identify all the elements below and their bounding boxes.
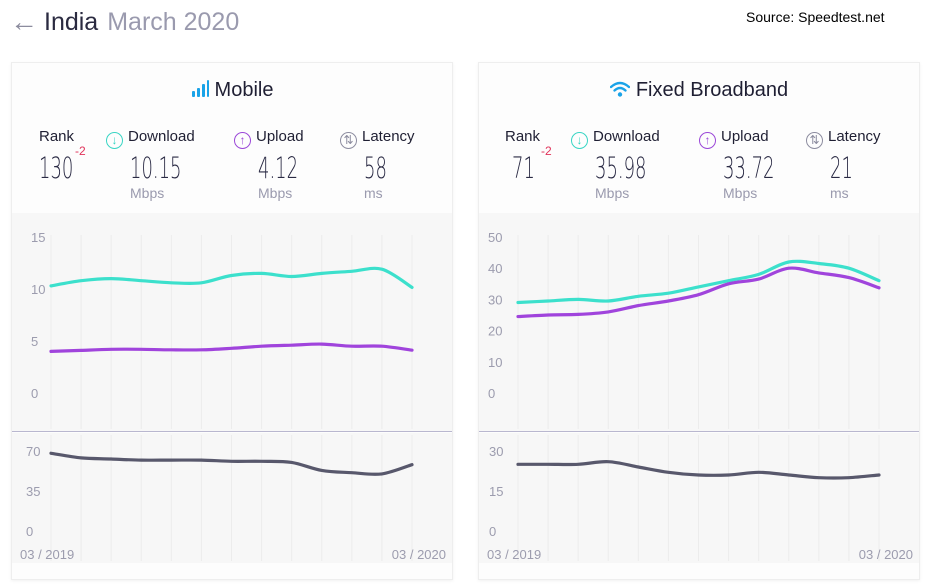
latency-value: 21 bbox=[830, 151, 853, 185]
rank-value: 130 bbox=[39, 151, 74, 185]
download-arrow-icon: ↓ bbox=[571, 132, 588, 149]
y-tick-label: 10 bbox=[488, 355, 502, 370]
y-tick-label: 5 bbox=[31, 334, 38, 349]
x-tick-label-start: 03 / 2019 bbox=[20, 547, 74, 562]
page-header: ← India March 2020 bbox=[10, 4, 239, 40]
chart-divider bbox=[12, 431, 452, 432]
rank-value: 71 bbox=[512, 151, 535, 185]
fixed-broadband-panel: Fixed Broadband Rank 71 -2 ↓ Download 35.… bbox=[478, 62, 920, 580]
download-unit: Mbps bbox=[595, 185, 630, 201]
panel-title: Fixed Broadband bbox=[479, 79, 919, 104]
latency-unit: ms bbox=[830, 185, 849, 201]
y-tick-label: 10 bbox=[31, 282, 45, 297]
latency-icon: ⇅ bbox=[806, 132, 823, 149]
fixed-charts: 0 10 20 30 40 50 0 15 30 03 / 2019 03 / 2020 bbox=[487, 230, 913, 562]
download-label: ↓ Download bbox=[106, 128, 195, 149]
y-tick-label: 0 bbox=[488, 386, 495, 401]
x-tick-label-end: 03 / 2020 bbox=[392, 547, 446, 562]
upload-unit: Mbps bbox=[258, 185, 293, 201]
y-tick-label: 20 bbox=[488, 324, 502, 339]
arrow-left-icon[interactable]: ← bbox=[10, 6, 38, 37]
y-tick-label: 0 bbox=[31, 386, 38, 401]
download-unit: Mbps bbox=[130, 185, 165, 201]
y-tick-label: 0 bbox=[26, 524, 33, 539]
mobile-panel: Mobile Rank 130 -2 ↓ Download 10.15 Mbps … bbox=[11, 62, 453, 580]
upload-value: 4.12 bbox=[258, 151, 299, 185]
signal-bars-icon bbox=[191, 80, 209, 104]
y-tick-label: 35 bbox=[26, 484, 40, 499]
upload-arrow-icon: ↑ bbox=[699, 132, 716, 149]
download-value: 35.98 bbox=[595, 151, 647, 185]
latency-unit: ms bbox=[364, 185, 383, 201]
chart-divider bbox=[479, 431, 919, 432]
rank-change: -2 bbox=[541, 144, 552, 158]
latency-value: 58 bbox=[364, 151, 387, 185]
y-tick-label: 30 bbox=[488, 292, 502, 307]
upload-label: ↑ Upload bbox=[234, 128, 304, 149]
y-tick-label: 30 bbox=[489, 444, 503, 459]
panel-title: Mobile bbox=[12, 79, 452, 104]
y-tick-label: 70 bbox=[26, 444, 40, 459]
upload-label: ↑ Upload bbox=[699, 128, 769, 149]
source-note: Source: Speedtest.net bbox=[746, 9, 885, 25]
upload-unit: Mbps bbox=[723, 185, 758, 201]
y-tick-label: 50 bbox=[488, 230, 502, 245]
x-tick-label-start: 03 / 2019 bbox=[487, 547, 541, 562]
rank-label: Rank bbox=[39, 128, 75, 145]
mobile-charts: 0 5 10 15 0 35 70 03 / 2019 03 / 2020 bbox=[20, 230, 446, 562]
download-value: 10.15 bbox=[130, 151, 182, 185]
upload-arrow-icon: ↑ bbox=[234, 132, 251, 149]
panel-title-text: Mobile bbox=[214, 79, 274, 101]
y-tick-label: 15 bbox=[31, 230, 45, 245]
latency-label: ⇅ Latency bbox=[806, 128, 881, 149]
wifi-icon bbox=[609, 80, 631, 104]
download-label: ↓ Download bbox=[571, 128, 660, 149]
rank-change: -2 bbox=[75, 144, 86, 158]
download-arrow-icon: ↓ bbox=[106, 132, 123, 149]
y-tick-label: 0 bbox=[489, 524, 496, 539]
y-tick-label: 15 bbox=[489, 484, 503, 499]
rank-label: Rank bbox=[505, 128, 541, 145]
y-tick-label: 40 bbox=[488, 261, 502, 276]
panel-title-text: Fixed Broadband bbox=[635, 79, 789, 101]
latency-icon: ⇅ bbox=[340, 132, 357, 149]
latency-label: ⇅ Latency bbox=[340, 128, 415, 149]
period-label: March 2020 bbox=[107, 7, 240, 36]
x-tick-label-end: 03 / 2020 bbox=[859, 547, 913, 562]
upload-value: 33.72 bbox=[723, 151, 775, 185]
country-name: India bbox=[44, 7, 99, 36]
